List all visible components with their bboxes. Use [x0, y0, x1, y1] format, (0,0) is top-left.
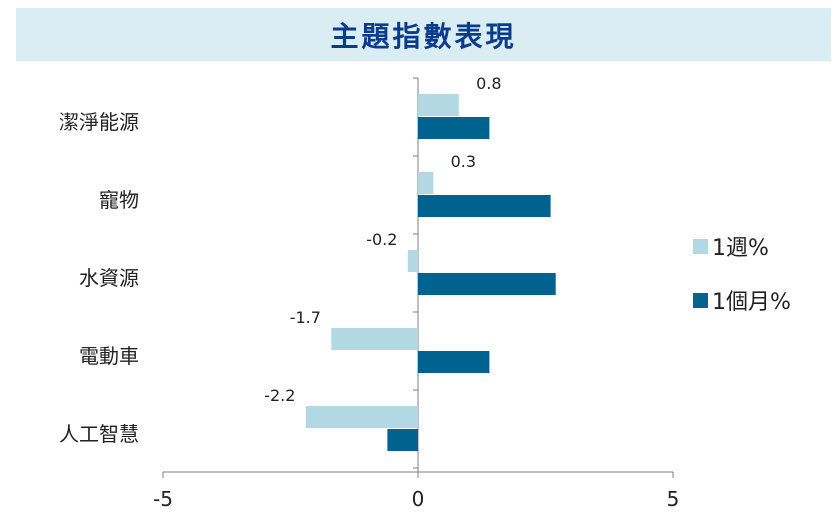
bar-week [305, 406, 418, 428]
x-tick-label: 0 [412, 487, 425, 511]
bar-week [331, 328, 418, 350]
legend-label: 1個月% [712, 290, 791, 315]
bar-month [418, 351, 490, 373]
category-label: 電動車 [79, 344, 139, 368]
data-label: -0.2 [366, 230, 397, 249]
bar-month [418, 195, 551, 217]
data-label: -2.2 [264, 386, 295, 405]
legend-swatch [693, 239, 708, 254]
x-tick-label: -5 [153, 487, 173, 511]
legend-swatch [693, 293, 708, 308]
legend-label: 1週% [712, 236, 769, 261]
bar-month [387, 429, 418, 451]
bar-week [418, 94, 459, 116]
bar-week [418, 172, 434, 194]
category-label: 人工智慧 [59, 422, 139, 446]
bar-month [418, 117, 490, 139]
category-label: 潔淨能源 [59, 110, 139, 134]
category-label: 寵物 [99, 188, 139, 212]
chart-title: 主題指數表現 [330, 19, 517, 53]
x-tick-label: 5 [667, 487, 680, 511]
category-label: 水資源 [79, 266, 139, 290]
data-label: -1.7 [290, 308, 321, 327]
chart-title-bar: 主題指數表現 [16, 8, 831, 61]
data-label: 0.8 [476, 74, 501, 93]
data-label: 0.3 [451, 152, 476, 171]
bar-month [418, 273, 556, 295]
bar-week [407, 250, 418, 272]
